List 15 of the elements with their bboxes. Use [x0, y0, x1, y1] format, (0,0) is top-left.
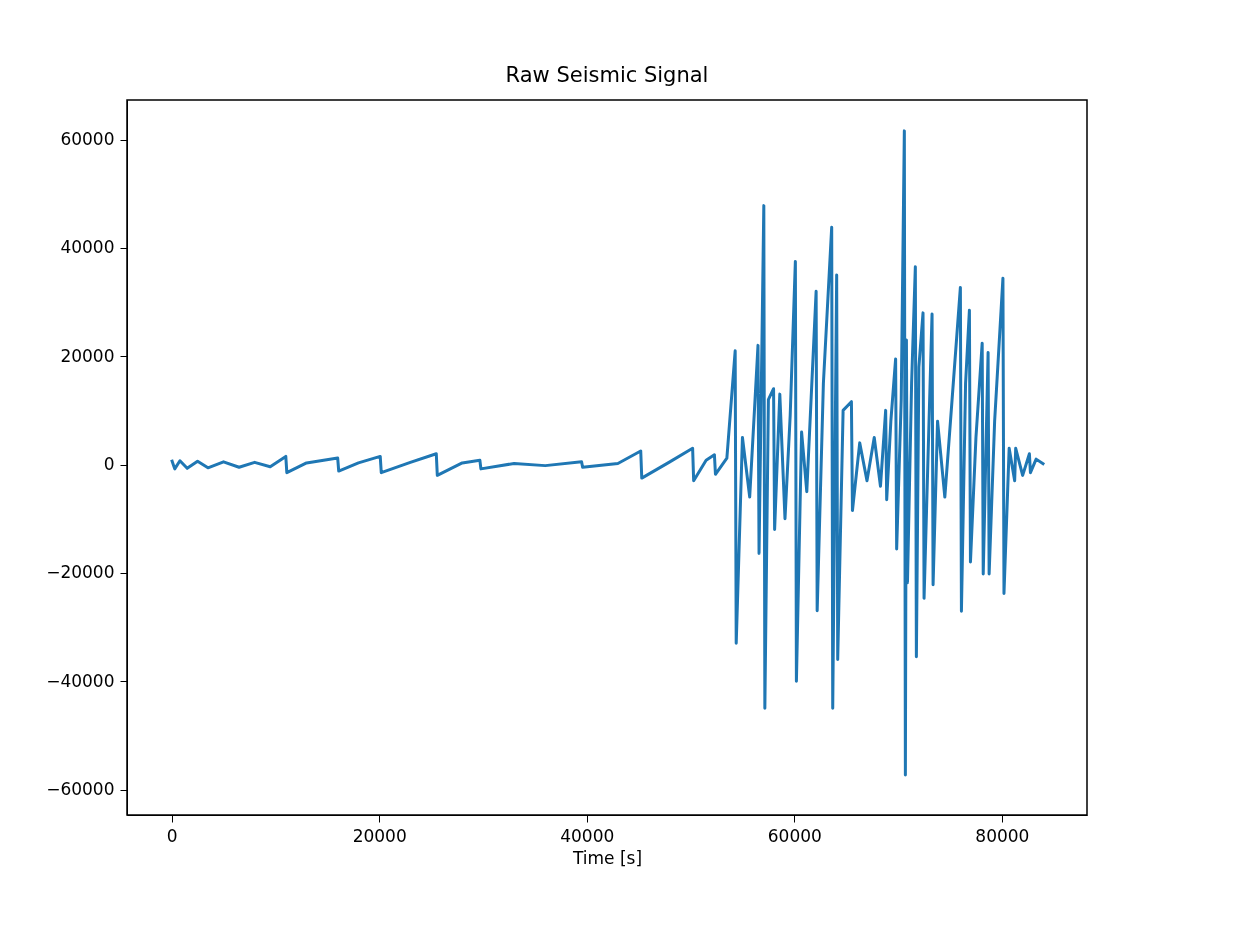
y-tick-label: −60000 [46, 779, 115, 800]
x-axis-title: Time [s] [571, 847, 643, 868]
x-tick-label: 40000 [560, 825, 615, 846]
y-tick-label: −40000 [46, 670, 115, 691]
x-tick-label: 0 [166, 825, 178, 846]
x-tick-label: 60000 [767, 825, 822, 846]
y-tick-label: 0 [103, 454, 115, 475]
y-tick-label: 60000 [60, 129, 115, 150]
line-series [170, 129, 1046, 777]
y-tick-label: 40000 [60, 237, 115, 258]
y-tick-label: 20000 [60, 345, 115, 366]
x-tick-label: 80000 [975, 825, 1030, 846]
chart-title: Raw Seismic Signal [505, 63, 709, 87]
x-tick-label: 20000 [352, 825, 407, 846]
y-tick-label: −20000 [46, 562, 115, 583]
